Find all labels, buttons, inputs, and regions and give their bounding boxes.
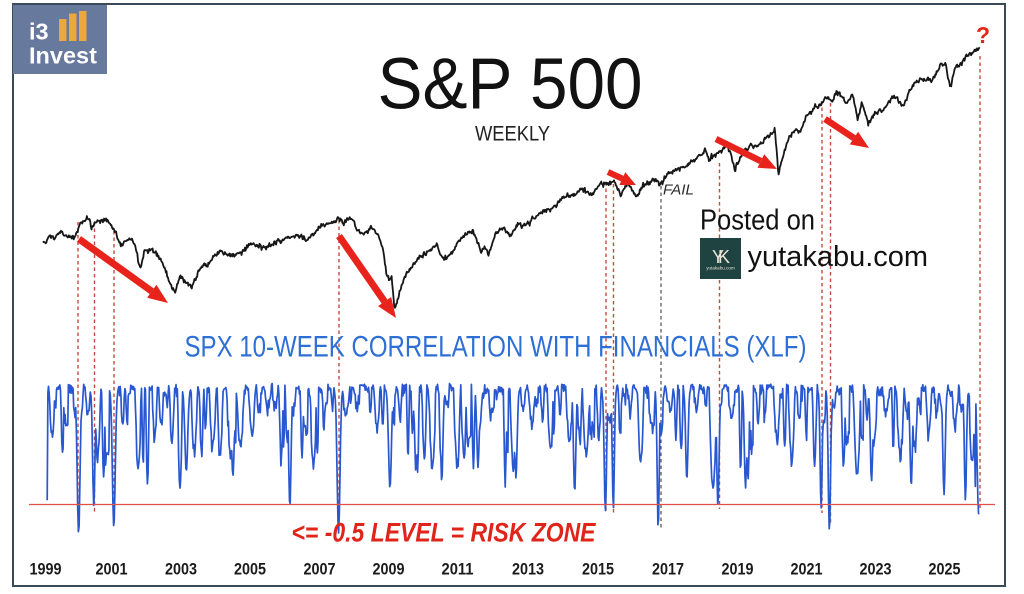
svg-text:i3: i3 bbox=[29, 19, 49, 45]
svg-text:2003: 2003 bbox=[165, 560, 197, 579]
svg-text:2005: 2005 bbox=[234, 560, 266, 579]
svg-text:<= -0.5 LEVEL = RISK ZONE: <= -0.5 LEVEL = RISK ZONE bbox=[292, 518, 597, 548]
svg-text:yutakabu.com: yutakabu.com bbox=[748, 241, 929, 273]
svg-text:WEEKLY: WEEKLY bbox=[475, 122, 550, 146]
svg-text:SPX 10-WEEK CORRELATION WITH F: SPX 10-WEEK CORRELATION WITH FINANCIALS … bbox=[185, 331, 807, 364]
svg-text:2001: 2001 bbox=[96, 560, 128, 579]
svg-text:1999: 1999 bbox=[30, 560, 62, 579]
svg-text:2015: 2015 bbox=[582, 560, 614, 579]
svg-text:Posted on: Posted on bbox=[700, 205, 815, 237]
svg-text:2007: 2007 bbox=[304, 560, 336, 579]
svg-text:yutakabu.com: yutakabu.com bbox=[706, 266, 735, 271]
svg-text:Invest: Invest bbox=[29, 43, 97, 69]
svg-text:2017: 2017 bbox=[652, 560, 684, 579]
svg-text:2023: 2023 bbox=[860, 560, 892, 579]
svg-text:2011: 2011 bbox=[442, 560, 474, 579]
svg-text:2025: 2025 bbox=[929, 560, 961, 579]
svg-text:2013: 2013 bbox=[512, 560, 544, 579]
svg-text:Y: Y bbox=[712, 247, 724, 267]
svg-text:2019: 2019 bbox=[722, 560, 754, 579]
svg-text:K: K bbox=[718, 247, 730, 267]
svg-text:S&P 500: S&P 500 bbox=[378, 44, 643, 125]
svg-text:2021: 2021 bbox=[791, 560, 823, 579]
svg-text:2009: 2009 bbox=[373, 560, 405, 579]
svg-text:?: ? bbox=[976, 22, 990, 48]
svg-text:FAIL: FAIL bbox=[663, 182, 694, 199]
